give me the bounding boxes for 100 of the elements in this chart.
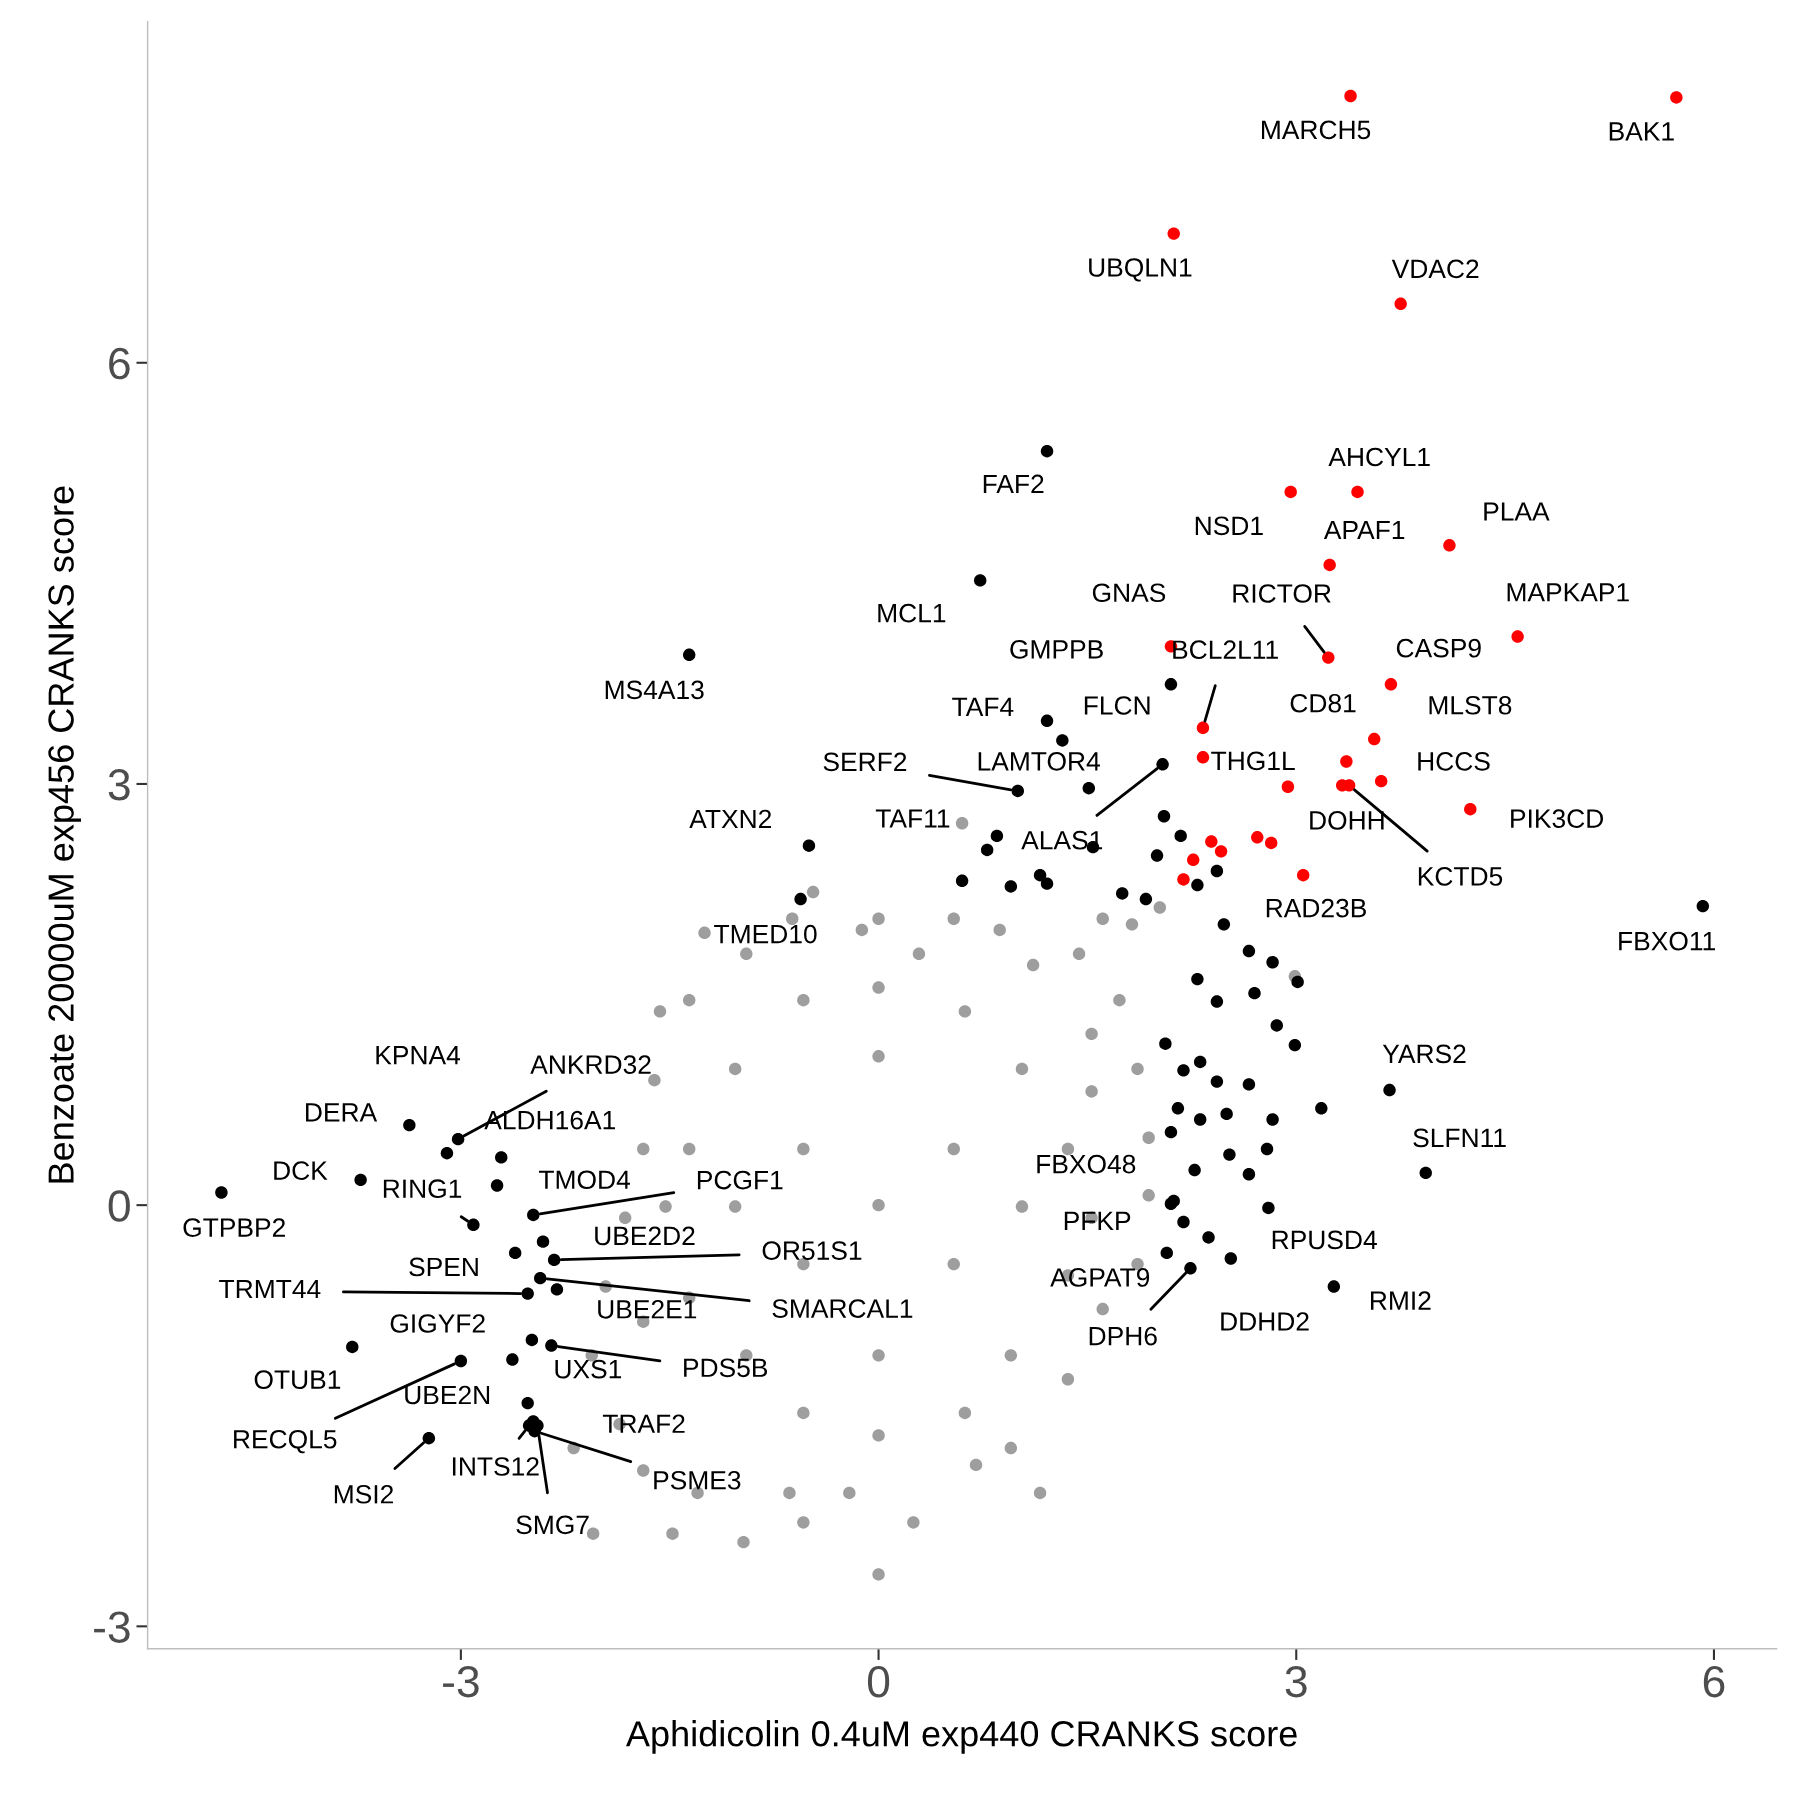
x-tick-label: 6 [1703, 1665, 1725, 1698]
point [1196, 721, 1210, 735]
point [1322, 651, 1335, 664]
annotation: MS4A13 [605, 680, 704, 700]
point [1374, 774, 1388, 788]
annotation: UBE2E1 [598, 1299, 697, 1319]
annotation: TRMT44 [219, 1279, 321, 1299]
annotation: SERF2 [823, 752, 907, 772]
annotation: MLST8 [1429, 695, 1512, 715]
point [1264, 836, 1278, 850]
annotation: MCL1 [878, 603, 946, 623]
annotation: KPNA4 [376, 1046, 461, 1065]
annotation: LAMTOR4 [978, 752, 1100, 771]
annotation: RPUSD4 [1272, 1230, 1377, 1250]
annotation: BAK1 [1609, 122, 1674, 141]
annotation: PDS5B [684, 1358, 768, 1378]
x-tick-label: 3 [1285, 1665, 1307, 1698]
point [1297, 869, 1310, 882]
annotation: RAD23B [1266, 898, 1366, 918]
annotation: DERA [306, 1103, 378, 1122]
point [1394, 297, 1407, 311]
annotation: SPEN [409, 1257, 478, 1277]
y-tick-label: -3 [94, 1611, 130, 1643]
point [1670, 91, 1683, 104]
annotation: UBE2N [405, 1385, 490, 1405]
point [1351, 485, 1364, 499]
annotation: UBQLN1 [1089, 258, 1192, 282]
annotation: GIGYF2 [390, 1314, 485, 1333]
annotation: PIK3CD [1511, 809, 1604, 828]
annotation: CD81 [1290, 693, 1356, 713]
annotation: VDAC2 [1391, 259, 1479, 279]
annotation: MARCH5 [1262, 120, 1371, 140]
point [1323, 558, 1336, 572]
point [1511, 630, 1524, 643]
annotation: RING1 [383, 1179, 462, 1199]
point [1464, 803, 1477, 816]
annotation: AGPAT9 [1050, 1268, 1150, 1287]
annotation: MSI2 [334, 1484, 393, 1504]
y-tick-label: 0 [108, 1190, 130, 1222]
annotation: TAF4 [952, 697, 1014, 716]
annotation: SMG7 [516, 1515, 589, 1535]
point [1187, 853, 1200, 866]
annotation: PCGF1 [697, 1170, 783, 1190]
point [1281, 780, 1295, 793]
annotation: DPH6 [1089, 1326, 1157, 1346]
point [1205, 835, 1218, 848]
annotation: TAF11 [875, 809, 950, 828]
point [1214, 845, 1228, 858]
annotation: SLFN11 [1413, 1128, 1506, 1148]
annotation: MAPKAP1 [1507, 583, 1629, 602]
point [1284, 485, 1297, 499]
point [1167, 227, 1180, 240]
annotation: UXS1 [555, 1359, 622, 1379]
annotation: FAF2 [983, 474, 1044, 494]
annotation: PLAA [1484, 502, 1550, 521]
annotation: PSME3 [654, 1470, 741, 1490]
annotation: BCL2L11 [1173, 640, 1278, 660]
annotation: THG1L [1211, 751, 1295, 771]
annotation: ATXN2 [689, 809, 772, 829]
x-tick-label: -3 [443, 1665, 479, 1698]
annotation: FBXO11 [1619, 931, 1715, 951]
y-tick-label: 6 [109, 347, 130, 380]
annotation: OTUB1 [254, 1370, 341, 1390]
annotation: DOHH [1310, 811, 1384, 830]
annotation: AHCYL1 [1328, 447, 1430, 467]
point [1344, 89, 1357, 103]
annotation: ANKRD32 [530, 1055, 651, 1074]
annotation: TMED10 [714, 924, 817, 944]
x-tick-label: 0 [867, 1665, 890, 1698]
annotation: RECQL5 [234, 1429, 337, 1454]
annotation: APAF1 [1323, 520, 1405, 540]
annotation: KCTD5 [1418, 867, 1503, 886]
annotation: INTS12 [452, 1457, 539, 1476]
point [1196, 751, 1210, 764]
y-axis-title: Benzoate 20000uM exp456 CRANKS score [48, 486, 81, 1183]
annotation: TMOD4 [538, 1170, 630, 1190]
x-axis-title: Aphidicolin 0.4uM exp440 CRANKS score [625, 1720, 1297, 1754]
annotation: FBXO48 [1037, 1154, 1136, 1174]
point [1368, 732, 1381, 746]
annotation: PFKP [1064, 1211, 1131, 1230]
point [1251, 831, 1264, 844]
annotation: OR51S1 [762, 1241, 862, 1260]
annotation: GTPBP2 [183, 1218, 285, 1237]
y-tick-label: 3 [108, 769, 130, 801]
annotation: GNAS [1092, 583, 1166, 603]
point [1443, 539, 1456, 552]
annotation: DDHD2 [1221, 1312, 1309, 1331]
annotation: FLCN [1084, 696, 1150, 715]
annotation: CASP9 [1396, 638, 1481, 658]
point [1384, 678, 1398, 691]
annotation: RICTOR [1233, 584, 1331, 603]
annotation: HCCS [1418, 752, 1490, 771]
annotation: YARS2 [1382, 1044, 1466, 1064]
annotation: DCK [274, 1161, 328, 1180]
point [1340, 755, 1353, 768]
annotation: UBE2D2 [595, 1226, 695, 1246]
annotation: SMARCAL1 [772, 1299, 913, 1318]
annotation: TRAF2 [602, 1414, 685, 1433]
annotation: GMPPB [1010, 640, 1103, 659]
annotation: RMI2 [1370, 1291, 1431, 1310]
